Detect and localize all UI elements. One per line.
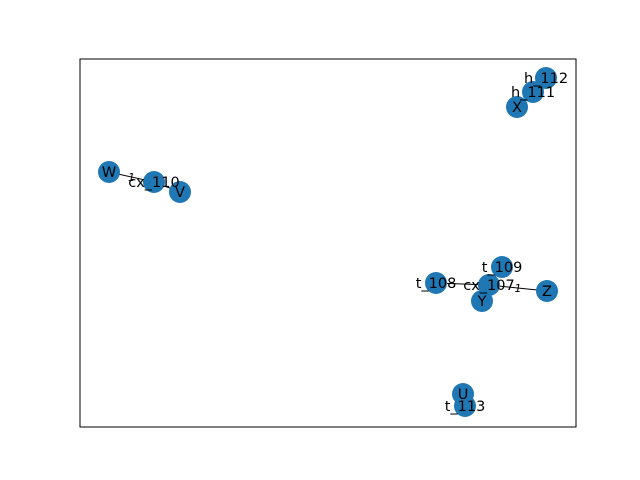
node-t_113	[454, 395, 476, 417]
node-cx_110	[143, 171, 165, 193]
edge-label-W-cx_110: 1	[128, 171, 135, 184]
node-V	[169, 181, 191, 203]
node-label-t_108: t_108	[416, 276, 457, 292]
node-Z	[536, 280, 558, 302]
node-label-W: W	[102, 165, 116, 181]
node-Y	[471, 290, 493, 312]
node-W	[98, 161, 120, 183]
node-label-V: V	[175, 185, 185, 201]
node-label-cx_107: cx_107	[463, 278, 514, 294]
node-label-Z: Z	[542, 284, 552, 300]
node-label-X: X	[512, 100, 522, 116]
node-label-U: U	[458, 387, 469, 403]
node-label-h_111: h_111	[511, 85, 555, 101]
node-label-h_112: h_112	[524, 71, 568, 87]
node-h_112	[535, 67, 557, 89]
edge-label-cx_107-Z: 1	[515, 282, 522, 295]
node-t_108	[425, 272, 447, 294]
node-t_109	[491, 256, 513, 278]
node-X	[506, 96, 528, 118]
node-h_111	[522, 81, 544, 103]
node-label-t_109: t_109	[482, 260, 523, 276]
node-label-t_113: t_113	[445, 399, 486, 415]
plot-frame	[79, 58, 577, 428]
node-label-Y: Y	[477, 294, 487, 310]
node-label-cx_110: cx_110	[128, 175, 179, 191]
